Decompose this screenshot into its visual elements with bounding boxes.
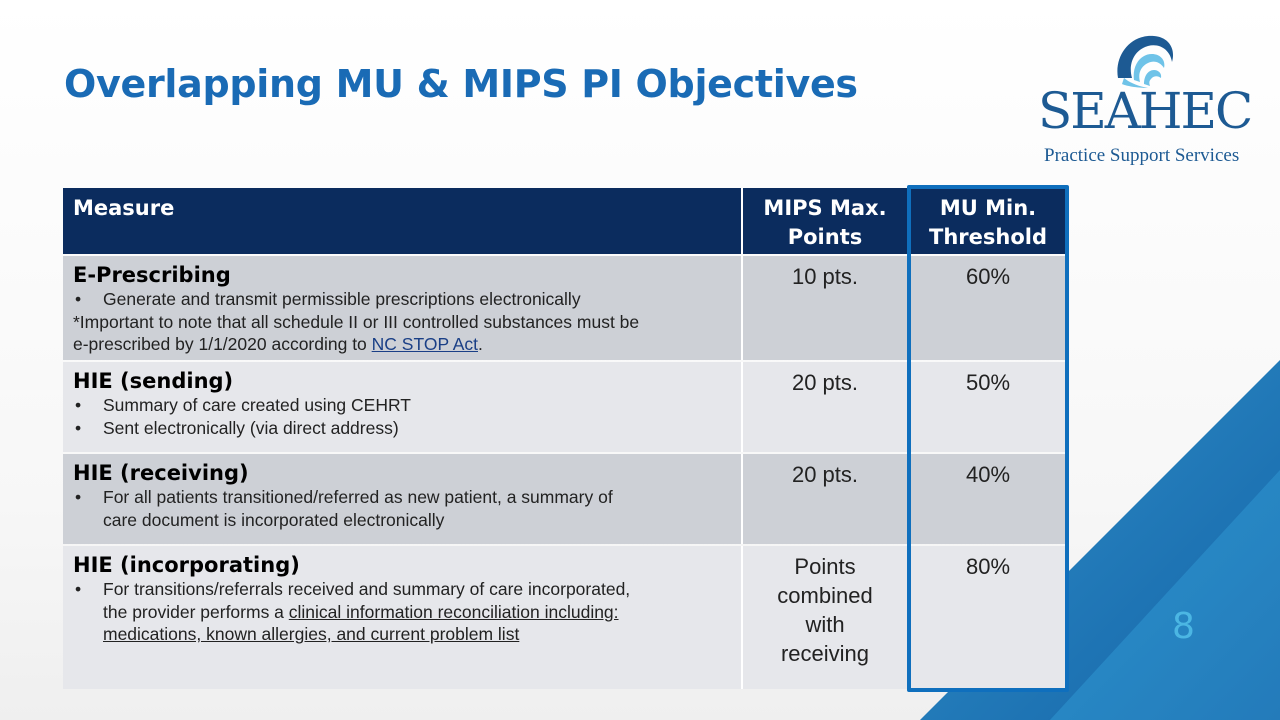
bullet-line1: For transitions/referrals received and s… (103, 579, 631, 599)
measure-bullet: For all patients transitioned/referred a… (73, 486, 731, 531)
note-line2-end: . (478, 334, 483, 354)
measure-bullet: Generate and transmit permissible prescr… (73, 288, 731, 311)
points-line1: Points (794, 554, 856, 579)
points-line4: receiving (780, 641, 870, 666)
mu-threshold: 40% (965, 462, 1011, 487)
mips-points: 10 pts. (743, 256, 909, 360)
mu-threshold: 60% (965, 264, 1011, 289)
measure-bullet: Sent electronically (via direct address) (73, 417, 731, 440)
mu-threshold: 80% (965, 554, 1011, 579)
mips-points: 20 pts. (743, 362, 909, 452)
measure-bullet: Summary of care created using CEHRT (73, 394, 731, 417)
bullet-line2: the provider performs a (103, 601, 289, 622)
mu-threshold: 50% (965, 370, 1011, 395)
table-header-row: Measure MIPS Max. Points MU Min. Thresho… (63, 188, 1067, 254)
bullet-line1: For all patients transitioned/referred a… (103, 487, 613, 507)
table-row: HIE (receiving) For all patients transit… (63, 454, 1067, 544)
header-mu-line2: Threshold (929, 225, 1047, 249)
logo-tagline: Practice Support Services (1044, 145, 1240, 166)
points-line3: with (805, 612, 845, 637)
slide-title: Overlapping MU & MIPS PI Objectives (64, 62, 858, 106)
bullet-line3-underlined: medications, known allergies, and curren… (103, 624, 520, 644)
measure-note: *Important to note that all schedule II … (73, 311, 731, 356)
bullet-line2-underlined: clinical information reconciliation incl… (288, 601, 619, 622)
logo-name: SEAHEC (1038, 82, 1253, 140)
mips-points: 20 pts. (743, 454, 909, 544)
note-line1: *Important to note that all schedule II … (73, 311, 640, 332)
header-mips-points: MIPS Max. Points (743, 188, 909, 254)
measure-name: HIE (incorporating) (73, 553, 300, 577)
measure-bullet: For transitions/referrals received and s… (73, 578, 731, 646)
bullet-line2: care document is incorporated electronic… (103, 509, 445, 530)
table-row: E-Prescribing Generate and transmit perm… (63, 256, 1067, 360)
wave-logo-icon (1117, 35, 1174, 88)
header-measure: Measure (63, 188, 743, 254)
mips-points: Points combined with receiving (743, 546, 909, 689)
measure-name: E-Prescribing (73, 263, 231, 287)
slide-number: 8 (1172, 606, 1195, 647)
seahec-logo: SEAHEC Practice Support Services (1030, 22, 1260, 172)
measure-name: HIE (receiving) (73, 461, 249, 485)
points-line2: combined (777, 583, 873, 608)
header-mu-line1: MU Min. (939, 196, 1037, 220)
nc-stop-act-link[interactable]: NC STOP Act (371, 334, 478, 354)
objectives-table: Measure MIPS Max. Points MU Min. Thresho… (63, 188, 1067, 689)
table-row: HIE (incorporating) For transitions/refe… (63, 546, 1067, 689)
measure-name: HIE (sending) (73, 369, 234, 393)
note-line2: e-prescribed by 1/1/2020 according to (73, 334, 372, 354)
header-mips-line2: Points (787, 225, 863, 249)
table-row: HIE (sending) Summary of care created us… (63, 362, 1067, 452)
header-mips-line1: MIPS Max. (763, 196, 887, 220)
header-mu-threshold: MU Min. Threshold (909, 188, 1067, 254)
